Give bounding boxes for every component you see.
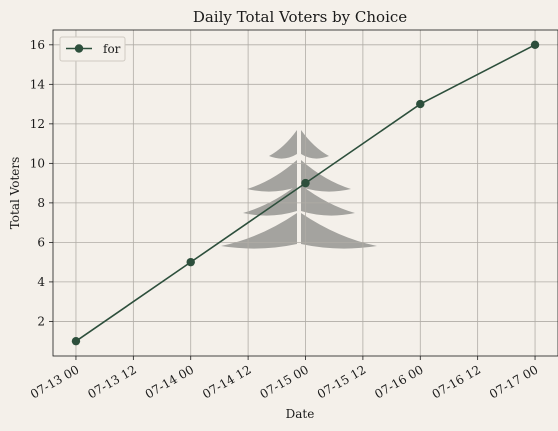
data-point — [71, 336, 81, 346]
x-tick-label: 07-14 12 — [200, 362, 253, 401]
data-point — [301, 178, 310, 188]
x-axis: 07-13 00 07-13 12 07-14 00 07-14 12 07-15 00… — [28, 356, 541, 401]
y-tick-label: 10 — [30, 156, 45, 170]
x-tick-label: 07-14 00 — [143, 362, 196, 401]
x-tick-label: 07-16 00 — [372, 362, 425, 401]
data-point — [530, 40, 540, 50]
data-point — [186, 257, 195, 267]
y-axis: 2 4 6 8 10 12 14 16 — [30, 38, 53, 328]
series-layer — [71, 40, 540, 346]
x-tick-label: 07-16 12 — [430, 362, 483, 401]
chart-title: Daily Total Voters by Choice — [193, 8, 407, 26]
y-tick-label: 12 — [30, 117, 45, 131]
legend-box — [59, 36, 126, 62]
y-tick-label: 4 — [37, 275, 45, 289]
x-tick-label: 07-15 12 — [315, 362, 368, 401]
y-tick-label: 14 — [30, 77, 46, 91]
y-tick-label: 2 — [37, 314, 45, 328]
x-tick-label: 07-15 00 — [258, 362, 311, 401]
data-point — [416, 99, 425, 109]
y-axis-title: Total Voters — [8, 157, 22, 230]
y-tick-label: 8 — [37, 196, 45, 210]
legend: for — [59, 36, 126, 62]
legend-label-for: for — [103, 42, 121, 56]
grid-lines — [53, 30, 558, 356]
y-tick-label: 6 — [37, 235, 45, 249]
y-tick-label: 16 — [30, 38, 45, 52]
tree-watermark-icon — [221, 130, 377, 249]
legend-marker-for — [74, 44, 84, 53]
x-axis-title: Date — [286, 407, 315, 421]
x-tick-label: 07-13 12 — [85, 362, 138, 401]
x-tick-label: 07-17 00 — [487, 362, 540, 401]
x-tick-label: 07-13 00 — [28, 362, 81, 401]
